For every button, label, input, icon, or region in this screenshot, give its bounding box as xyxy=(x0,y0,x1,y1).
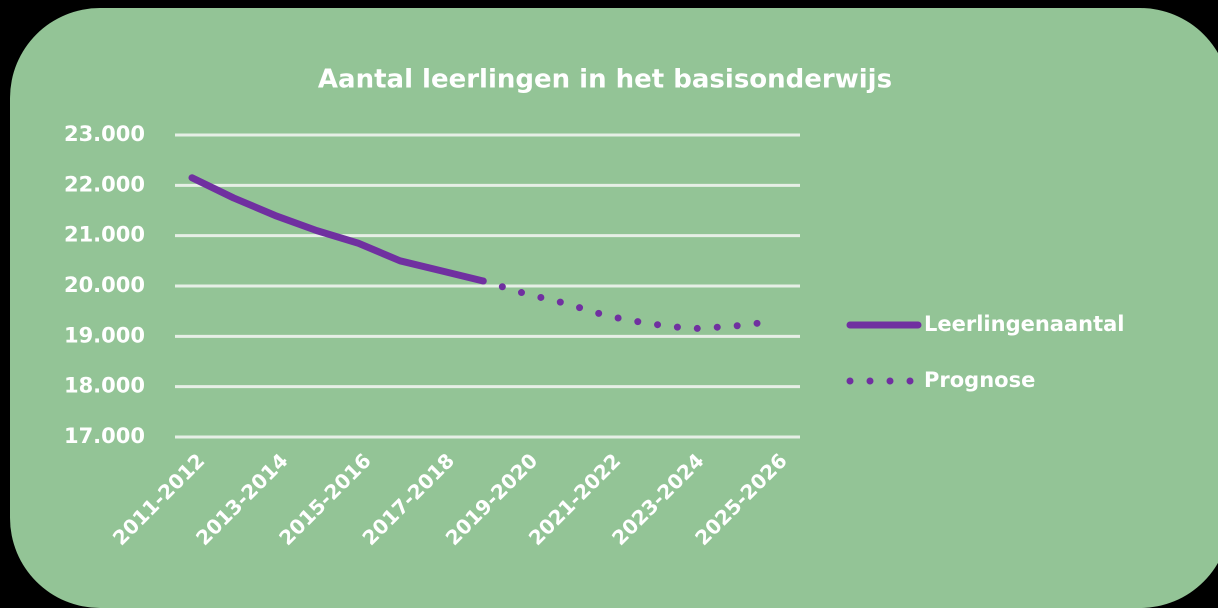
y-tick-label: 21.000 xyxy=(64,223,145,247)
chart-title: Aantal leerlingen in het basisonderwijs xyxy=(318,65,892,95)
y-tick-label: 23.000 xyxy=(64,122,145,146)
series-line xyxy=(188,174,487,285)
y-tick-label: 20.000 xyxy=(64,273,145,297)
y-tick-label: 17.000 xyxy=(64,424,145,448)
legend-label: Prognose xyxy=(924,368,1035,392)
chart-background xyxy=(10,8,1218,608)
y-tick-label: 22.000 xyxy=(64,172,145,196)
y-tick-label: 18.000 xyxy=(64,374,145,398)
y-tick-label: 19.000 xyxy=(64,323,145,347)
legend-label: Leerlingenaantal xyxy=(924,312,1125,336)
